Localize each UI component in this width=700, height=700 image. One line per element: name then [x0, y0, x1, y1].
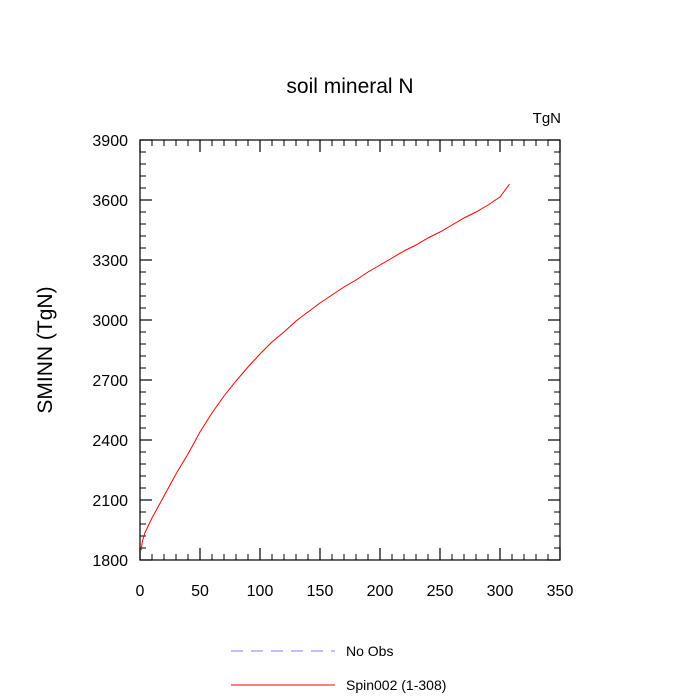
legend-label-no-obs: No Obs [346, 643, 393, 659]
x-tick-label: 150 [307, 583, 334, 600]
y-tick-labels: 1800 2100 2400 2700 3000 3300 3600 3900 [92, 133, 128, 570]
chart-title: soil mineral N [286, 75, 413, 98]
y-tick-label: 3600 [92, 193, 128, 210]
y-tick-label: 2400 [92, 433, 128, 450]
y-tick-label: 2100 [92, 493, 128, 510]
x-tick-label: 0 [136, 583, 145, 600]
units-label: TgN [533, 110, 561, 127]
legend: No Obs Spin002 (1-308) [231, 643, 446, 693]
x-tick-label: 300 [487, 583, 514, 600]
y-tick-label: 3000 [92, 313, 128, 330]
x-tick-labels: 0 50 100 150 200 250 300 350 [136, 583, 574, 600]
y-tick-label: 2700 [92, 373, 128, 390]
y-tick-label: 3900 [92, 133, 128, 150]
series-line-1 [140, 183, 511, 551]
x-tick-label: 350 [547, 583, 574, 600]
x-tick-label: 50 [191, 583, 209, 600]
y-tick-label: 1800 [92, 553, 128, 570]
plot-frame [139, 139, 561, 561]
x-tick-label: 250 [427, 583, 454, 600]
y-axis-label: SMINN (TgN) [34, 286, 57, 413]
axis-ticks [139, 139, 561, 561]
legend-label-spin002: Spin002 (1-308) [346, 677, 446, 693]
x-tick-label: 100 [247, 583, 274, 600]
x-tick-label: 200 [367, 583, 394, 600]
y-tick-label: 3300 [92, 253, 128, 270]
series-lines [140, 183, 511, 551]
